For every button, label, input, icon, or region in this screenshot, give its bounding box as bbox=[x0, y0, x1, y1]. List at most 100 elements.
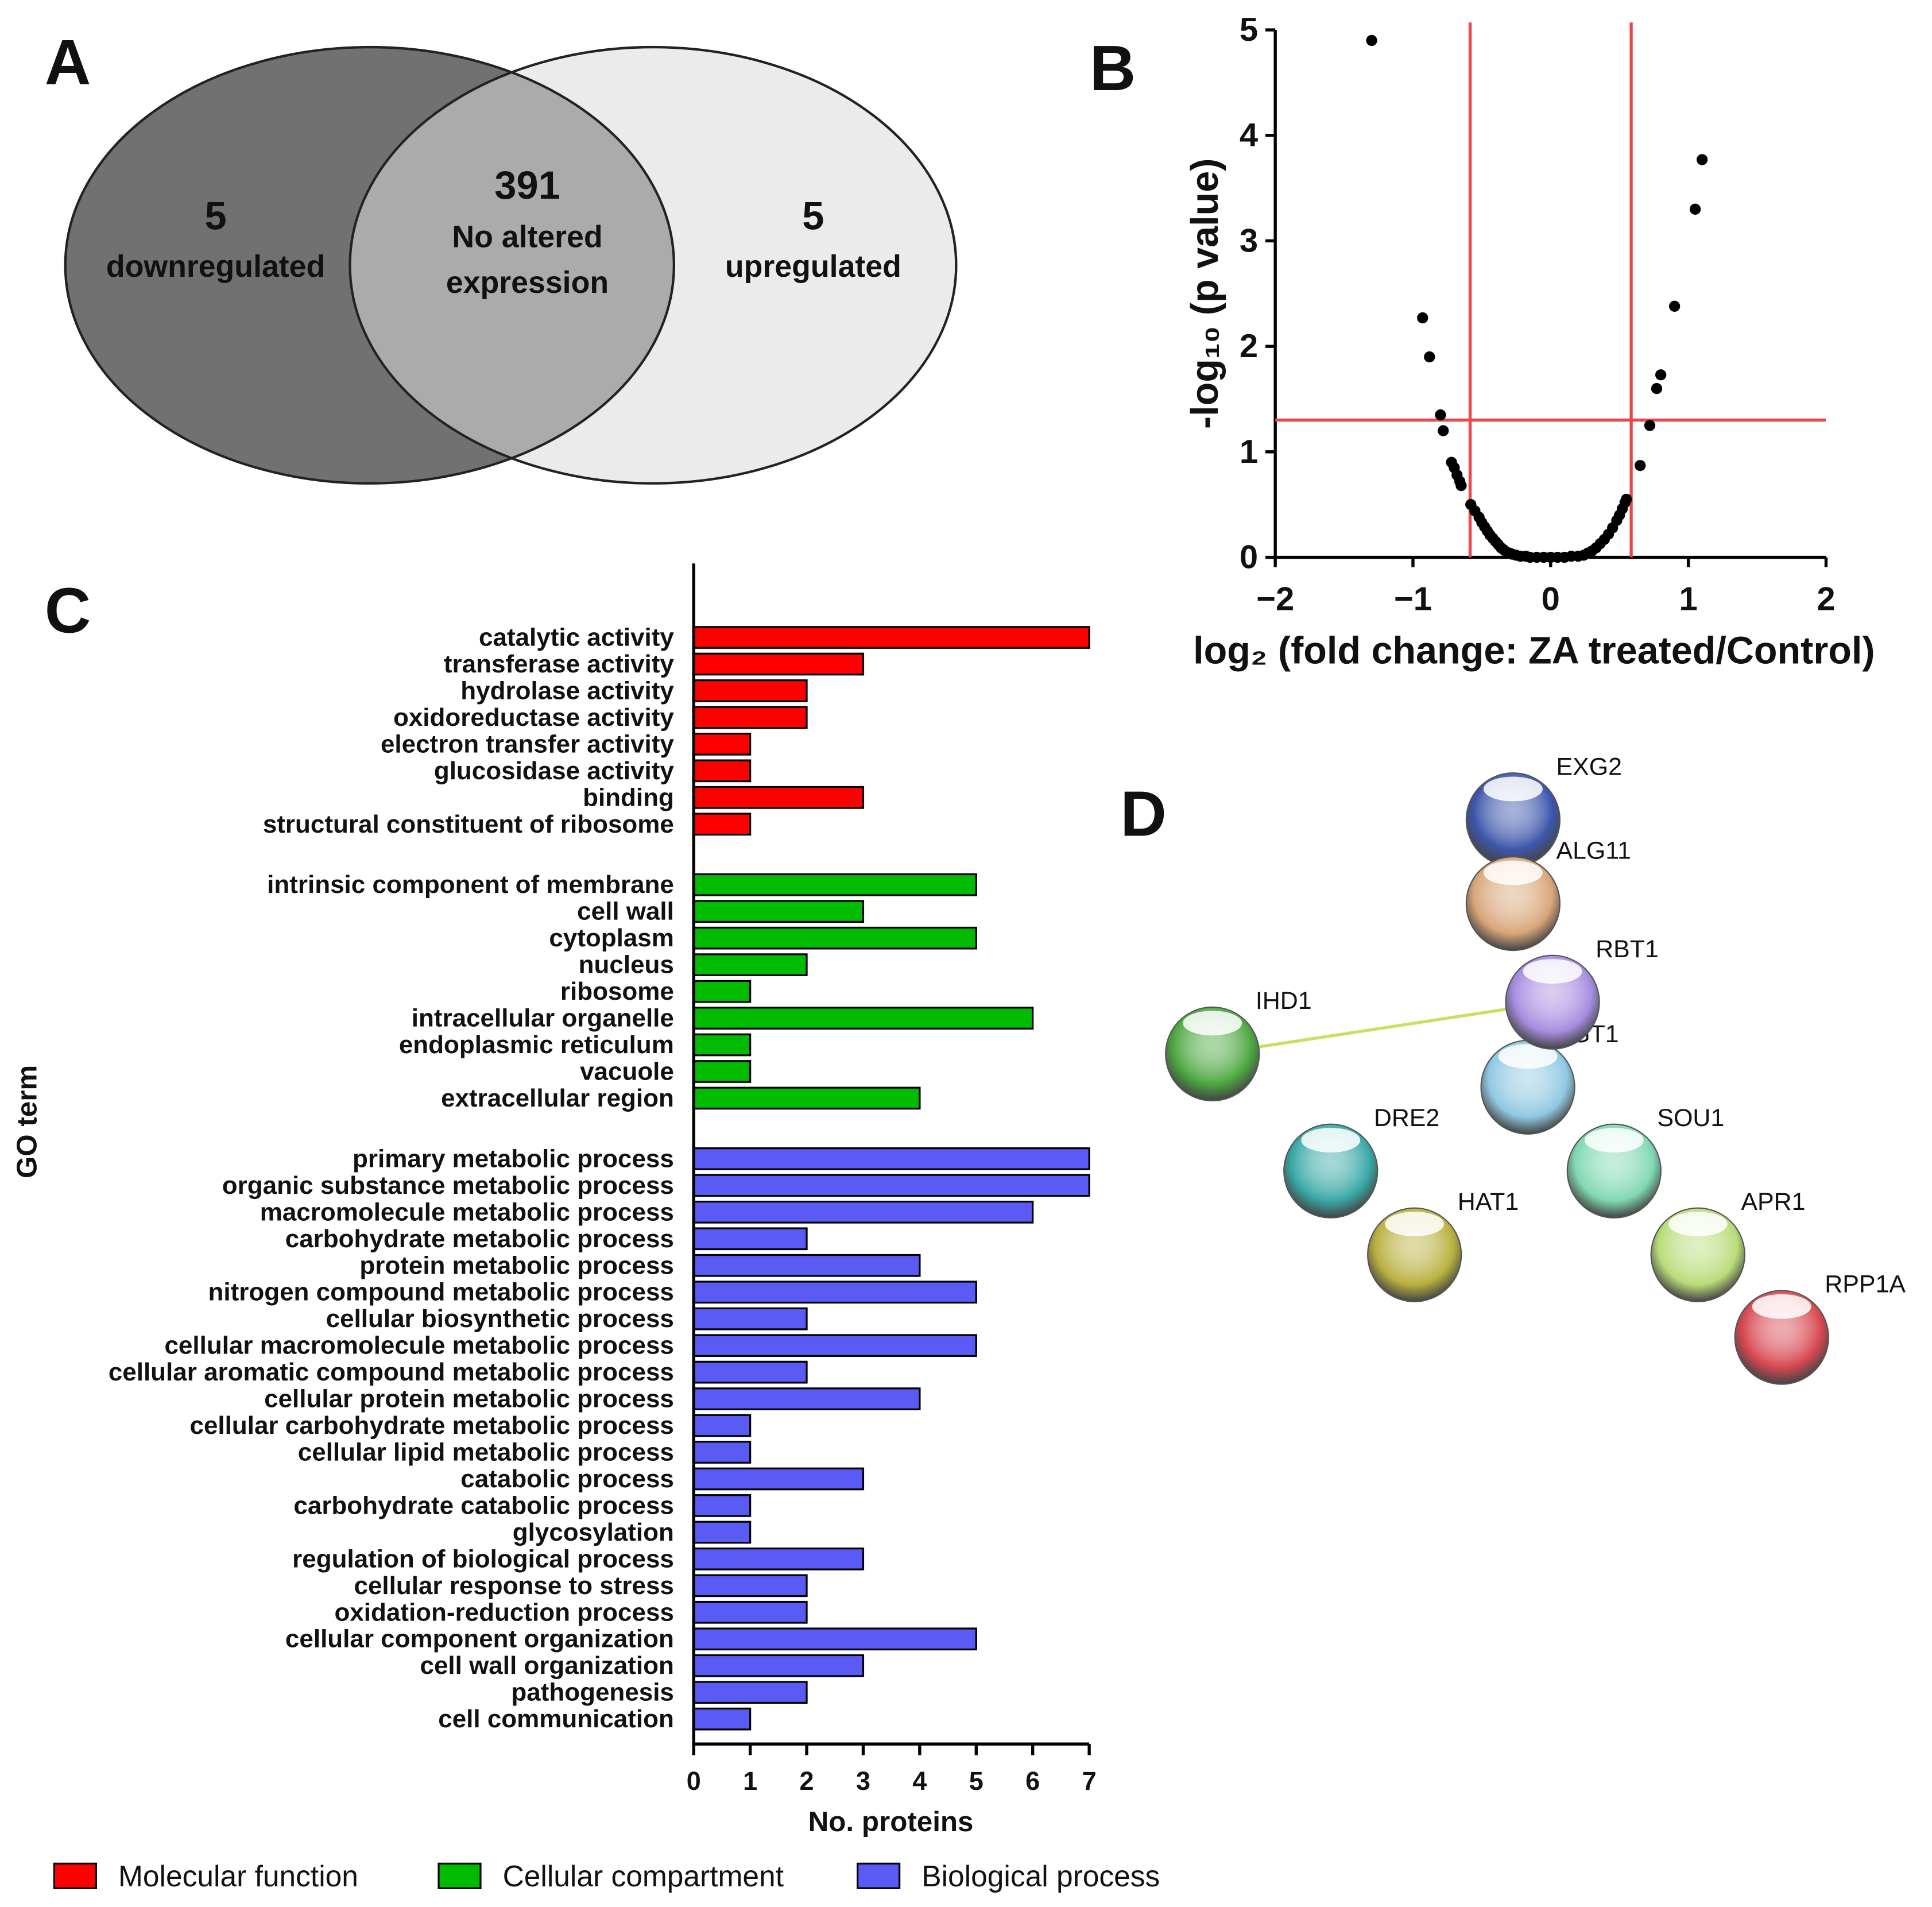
bar bbox=[692, 1494, 752, 1517]
bar bbox=[692, 1227, 808, 1251]
x-tick-label: 6 bbox=[1025, 1766, 1040, 1796]
bar bbox=[692, 1654, 865, 1677]
x-tick-label: 3 bbox=[856, 1766, 870, 1796]
category-label: cell wall bbox=[577, 898, 674, 926]
x-tick-label: 2 bbox=[1817, 581, 1835, 618]
point bbox=[1424, 351, 1435, 363]
venn-label: upregulated bbox=[725, 249, 901, 284]
category-label: binding bbox=[583, 783, 674, 811]
node-highlight bbox=[1498, 1044, 1558, 1069]
x-tick-label: 7 bbox=[1082, 1766, 1097, 1796]
category-label: endoplasmic reticulum bbox=[399, 1031, 674, 1059]
bar bbox=[692, 1200, 1034, 1224]
node-highlight bbox=[1483, 776, 1543, 802]
bar bbox=[692, 1307, 808, 1330]
point bbox=[1635, 460, 1646, 471]
bar bbox=[692, 1334, 977, 1357]
venn-count: 5 bbox=[802, 194, 824, 238]
node-label: ALG11 bbox=[1556, 837, 1631, 864]
node-label: RBT1 bbox=[1596, 935, 1659, 963]
panel-letter: D bbox=[1120, 778, 1167, 849]
category-label: regulation of biological process bbox=[292, 1545, 674, 1573]
bar bbox=[692, 1147, 1090, 1170]
bar bbox=[692, 980, 752, 1003]
node-highlight bbox=[1183, 1011, 1242, 1036]
bar bbox=[692, 1360, 808, 1384]
bar bbox=[692, 1086, 921, 1110]
bar bbox=[692, 1600, 808, 1624]
panel-letter: B bbox=[1090, 32, 1136, 104]
point bbox=[1417, 312, 1428, 324]
venn-outline bbox=[64, 45, 676, 485]
category-label: catabolic process bbox=[460, 1465, 674, 1493]
bar bbox=[692, 900, 865, 923]
category-label: catalytic activity bbox=[479, 624, 674, 652]
node-highlight bbox=[1752, 1294, 1811, 1319]
legend-swatch bbox=[437, 1862, 482, 1889]
point bbox=[1696, 154, 1708, 165]
category-label: cellular aromatic compound metabolic pro… bbox=[109, 1358, 674, 1386]
node-label: RPP1A bbox=[1825, 1271, 1906, 1298]
y-axis-label: GO term bbox=[11, 1065, 43, 1178]
bar bbox=[692, 1574, 808, 1597]
category-label: glucosidase activity bbox=[434, 757, 675, 785]
x-tick-label: 0 bbox=[1542, 581, 1560, 618]
category-label: hydrolase activity bbox=[460, 676, 674, 705]
category-label: carbohydrate metabolic process bbox=[285, 1225, 674, 1253]
category-label: intracellular organelle bbox=[412, 1004, 674, 1032]
category-label: macromolecule metabolic process bbox=[260, 1198, 674, 1226]
x-tick-label: −1 bbox=[1394, 581, 1432, 618]
venn-outline bbox=[349, 45, 958, 485]
y-tick-label: 0 bbox=[1240, 539, 1258, 576]
category-label: protein metabolic process bbox=[359, 1251, 674, 1279]
edge bbox=[1212, 1000, 1553, 1056]
venn-count: 391 bbox=[494, 163, 560, 207]
point bbox=[1438, 425, 1449, 436]
bar bbox=[692, 1414, 752, 1437]
category-label: nucleus bbox=[579, 951, 674, 979]
category-label: cellular macromolecule metabolic process bbox=[164, 1332, 673, 1360]
category-label: cell communication bbox=[438, 1705, 674, 1733]
category-label: cellular component organization bbox=[285, 1625, 674, 1653]
category-label: cell wall organization bbox=[420, 1651, 673, 1680]
node-label: HAT1 bbox=[1458, 1188, 1519, 1216]
legend-label: Molecular function bbox=[118, 1859, 358, 1893]
node-highlight bbox=[1483, 860, 1543, 885]
node-highlight bbox=[1584, 1128, 1644, 1153]
category-label: cytoplasm bbox=[549, 924, 674, 952]
point bbox=[1621, 493, 1632, 505]
x-tick-label: −2 bbox=[1256, 581, 1294, 618]
bar bbox=[692, 1060, 752, 1083]
node-highlight bbox=[1385, 1212, 1445, 1237]
point bbox=[1366, 34, 1377, 47]
node-label: APR1 bbox=[1741, 1188, 1805, 1216]
category-label: ribosome bbox=[560, 977, 674, 1005]
legend-swatch bbox=[53, 1862, 98, 1889]
bar bbox=[692, 759, 752, 783]
category-label: transferase activity bbox=[444, 650, 675, 678]
category-label: intrinsic component of membrane bbox=[267, 871, 674, 899]
y-tick-label: 5 bbox=[1240, 11, 1258, 48]
legend-label: Biological process bbox=[922, 1859, 1160, 1893]
venn-count: 5 bbox=[204, 194, 226, 238]
bar bbox=[692, 679, 808, 702]
category-label: carbohydrate catabolic process bbox=[293, 1491, 673, 1519]
category-label: cellular carbohydrate metabolic process bbox=[190, 1411, 674, 1440]
x-tick-label: 4 bbox=[912, 1766, 927, 1796]
node-label: DRE2 bbox=[1374, 1104, 1439, 1132]
x-tick-label: 0 bbox=[687, 1766, 701, 1796]
category-label: oxidation-reduction process bbox=[334, 1598, 673, 1626]
point bbox=[1668, 300, 1681, 312]
bar bbox=[692, 1441, 752, 1464]
venn-overlap bbox=[350, 47, 674, 483]
x-tick-label: 2 bbox=[800, 1766, 814, 1796]
node-highlight bbox=[1523, 959, 1582, 984]
y-tick-label: 1 bbox=[1240, 434, 1258, 470]
panel-letter: C bbox=[45, 574, 91, 646]
category-label: primary metabolic process bbox=[353, 1144, 674, 1173]
venn-label: downregulated bbox=[106, 249, 325, 284]
category-label: electron transfer activity bbox=[381, 730, 674, 758]
bar bbox=[692, 953, 808, 976]
node-highlight bbox=[1301, 1128, 1361, 1153]
